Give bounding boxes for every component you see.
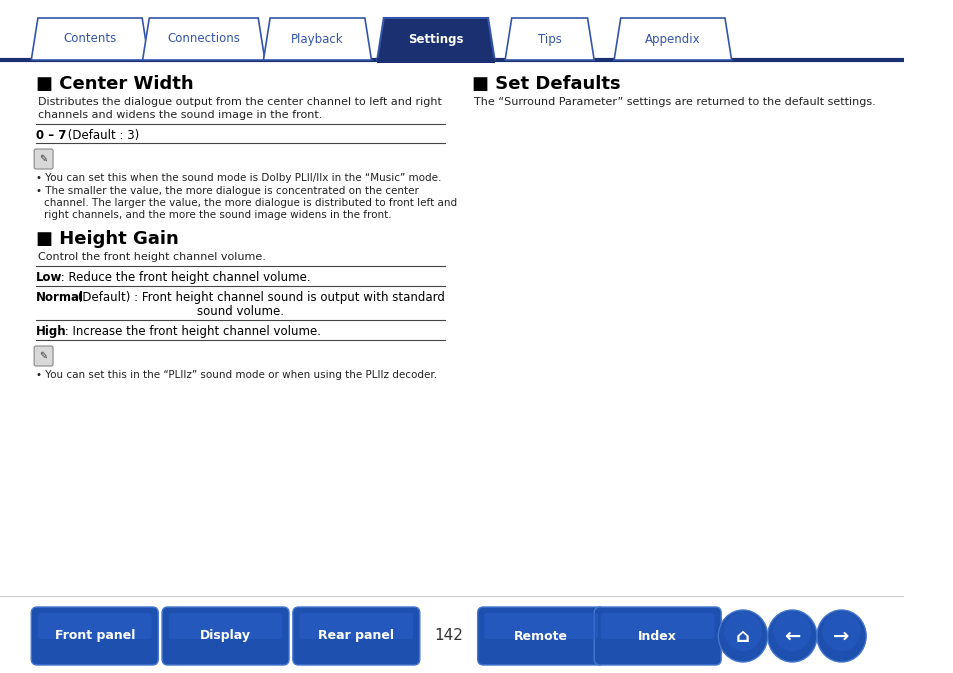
Text: • The smaller the value, the more dialogue is concentrated on the center: • The smaller the value, the more dialog… xyxy=(36,186,418,196)
Text: ←: ← xyxy=(783,627,800,645)
Text: ✎: ✎ xyxy=(39,351,48,361)
FancyBboxPatch shape xyxy=(31,607,158,665)
Polygon shape xyxy=(143,18,265,60)
Circle shape xyxy=(718,610,767,662)
Text: Playback: Playback xyxy=(291,32,343,46)
Text: Control the front height channel volume.: Control the front height channel volume. xyxy=(38,252,266,262)
FancyBboxPatch shape xyxy=(38,613,152,639)
Text: : Reduce the front height channel volume.: : Reduce the front height channel volume… xyxy=(57,271,310,284)
Text: Display: Display xyxy=(200,629,251,643)
Text: ⌂: ⌂ xyxy=(735,627,749,645)
Text: Appendix: Appendix xyxy=(644,32,700,46)
Text: Rear panel: Rear panel xyxy=(318,629,394,643)
Text: channels and widens the sound image in the front.: channels and widens the sound image in t… xyxy=(38,110,322,120)
Text: sound volume.: sound volume. xyxy=(197,305,284,318)
Polygon shape xyxy=(376,18,495,60)
Text: Tips: Tips xyxy=(537,32,561,46)
FancyBboxPatch shape xyxy=(162,607,289,665)
Text: The “Surround Parameter” settings are returned to the default settings.: The “Surround Parameter” settings are re… xyxy=(474,97,875,107)
FancyBboxPatch shape xyxy=(299,613,413,639)
Circle shape xyxy=(816,610,865,662)
FancyBboxPatch shape xyxy=(600,613,714,639)
Text: Settings: Settings xyxy=(408,32,463,46)
Text: • You can set this in the “PLIIz” sound mode or when using the PLIIz decoder.: • You can set this in the “PLIIz” sound … xyxy=(36,370,436,380)
Text: right channels, and the more the sound image widens in the front.: right channels, and the more the sound i… xyxy=(44,210,391,220)
Text: ■ Height Gain: ■ Height Gain xyxy=(36,230,178,248)
Text: ■ Center Width: ■ Center Width xyxy=(36,75,193,93)
Circle shape xyxy=(723,611,761,651)
Text: Front panel: Front panel xyxy=(54,629,134,643)
Text: 0 – 7: 0 – 7 xyxy=(36,129,67,142)
Polygon shape xyxy=(504,18,594,60)
Text: High: High xyxy=(36,325,67,338)
Circle shape xyxy=(773,611,810,651)
Text: Connections: Connections xyxy=(167,32,240,46)
Polygon shape xyxy=(614,18,731,60)
Text: Contents: Contents xyxy=(63,32,116,46)
Polygon shape xyxy=(31,18,149,60)
Text: : Increase the front height channel volume.: : Increase the front height channel volu… xyxy=(61,325,320,338)
Text: Normal: Normal xyxy=(36,291,84,304)
Text: ✎: ✎ xyxy=(39,154,48,164)
Text: 142: 142 xyxy=(435,629,463,643)
Text: →: → xyxy=(833,627,849,645)
Text: (Default) : Front height channel sound is output with standard: (Default) : Front height channel sound i… xyxy=(73,291,444,304)
Text: Index: Index xyxy=(638,629,677,643)
Polygon shape xyxy=(263,18,371,60)
Text: Distributes the dialogue output from the center channel to left and right: Distributes the dialogue output from the… xyxy=(38,97,441,107)
Text: channel. The larger the value, the more dialogue is distributed to front left an: channel. The larger the value, the more … xyxy=(44,198,456,208)
Text: • You can set this when the sound mode is Dolby PLII/IIx in the “Music” mode.: • You can set this when the sound mode i… xyxy=(36,173,441,183)
Text: Low: Low xyxy=(36,271,62,284)
FancyBboxPatch shape xyxy=(169,613,282,639)
FancyBboxPatch shape xyxy=(34,149,53,169)
Text: Remote: Remote xyxy=(514,629,568,643)
Circle shape xyxy=(821,611,860,651)
FancyBboxPatch shape xyxy=(293,607,419,665)
Text: (Default : 3): (Default : 3) xyxy=(65,129,139,142)
Bar xyxy=(376,58,495,63)
FancyBboxPatch shape xyxy=(477,607,604,665)
FancyBboxPatch shape xyxy=(594,607,720,665)
Text: ■ Set Defaults: ■ Set Defaults xyxy=(472,75,619,93)
Circle shape xyxy=(767,610,816,662)
FancyBboxPatch shape xyxy=(34,346,53,366)
FancyBboxPatch shape xyxy=(484,613,598,639)
